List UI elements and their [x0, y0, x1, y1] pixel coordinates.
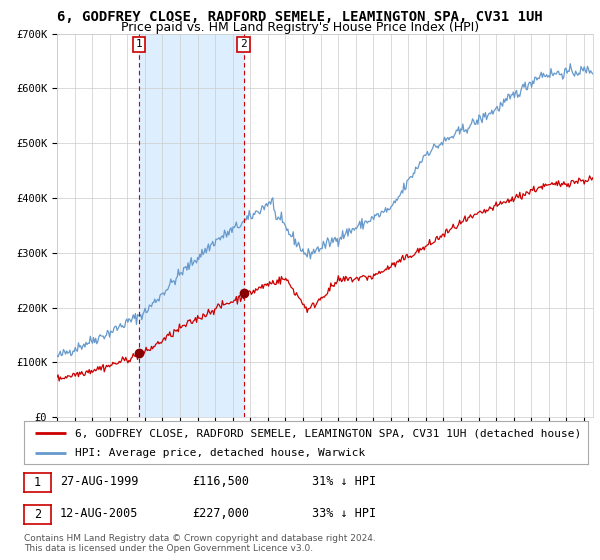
Bar [139, 34, 244, 417]
Text: £116,500: £116,500 [192, 475, 249, 488]
Text: 12-AUG-2005: 12-AUG-2005 [60, 507, 139, 520]
Text: 1: 1 [34, 475, 41, 489]
Text: 31% ↓ HPI: 31% ↓ HPI [312, 475, 376, 488]
Text: 1: 1 [136, 39, 142, 49]
Text: Price paid vs. HM Land Registry's House Price Index (HPI): Price paid vs. HM Land Registry's House … [121, 21, 479, 34]
Text: 2: 2 [240, 39, 247, 49]
Text: 27-AUG-1999: 27-AUG-1999 [60, 475, 139, 488]
Text: Contains HM Land Registry data © Crown copyright and database right 2024.
This d: Contains HM Land Registry data © Crown c… [24, 534, 376, 553]
Text: 6, GODFREY CLOSE, RADFORD SEMELE, LEAMINGTON SPA, CV31 1UH: 6, GODFREY CLOSE, RADFORD SEMELE, LEAMIN… [57, 10, 543, 24]
Text: 33% ↓ HPI: 33% ↓ HPI [312, 507, 376, 520]
Text: HPI: Average price, detached house, Warwick: HPI: Average price, detached house, Warw… [75, 447, 365, 458]
Text: 2: 2 [34, 507, 41, 521]
Text: 6, GODFREY CLOSE, RADFORD SEMELE, LEAMINGTON SPA, CV31 1UH (detached house): 6, GODFREY CLOSE, RADFORD SEMELE, LEAMIN… [75, 428, 581, 438]
Text: £227,000: £227,000 [192, 507, 249, 520]
